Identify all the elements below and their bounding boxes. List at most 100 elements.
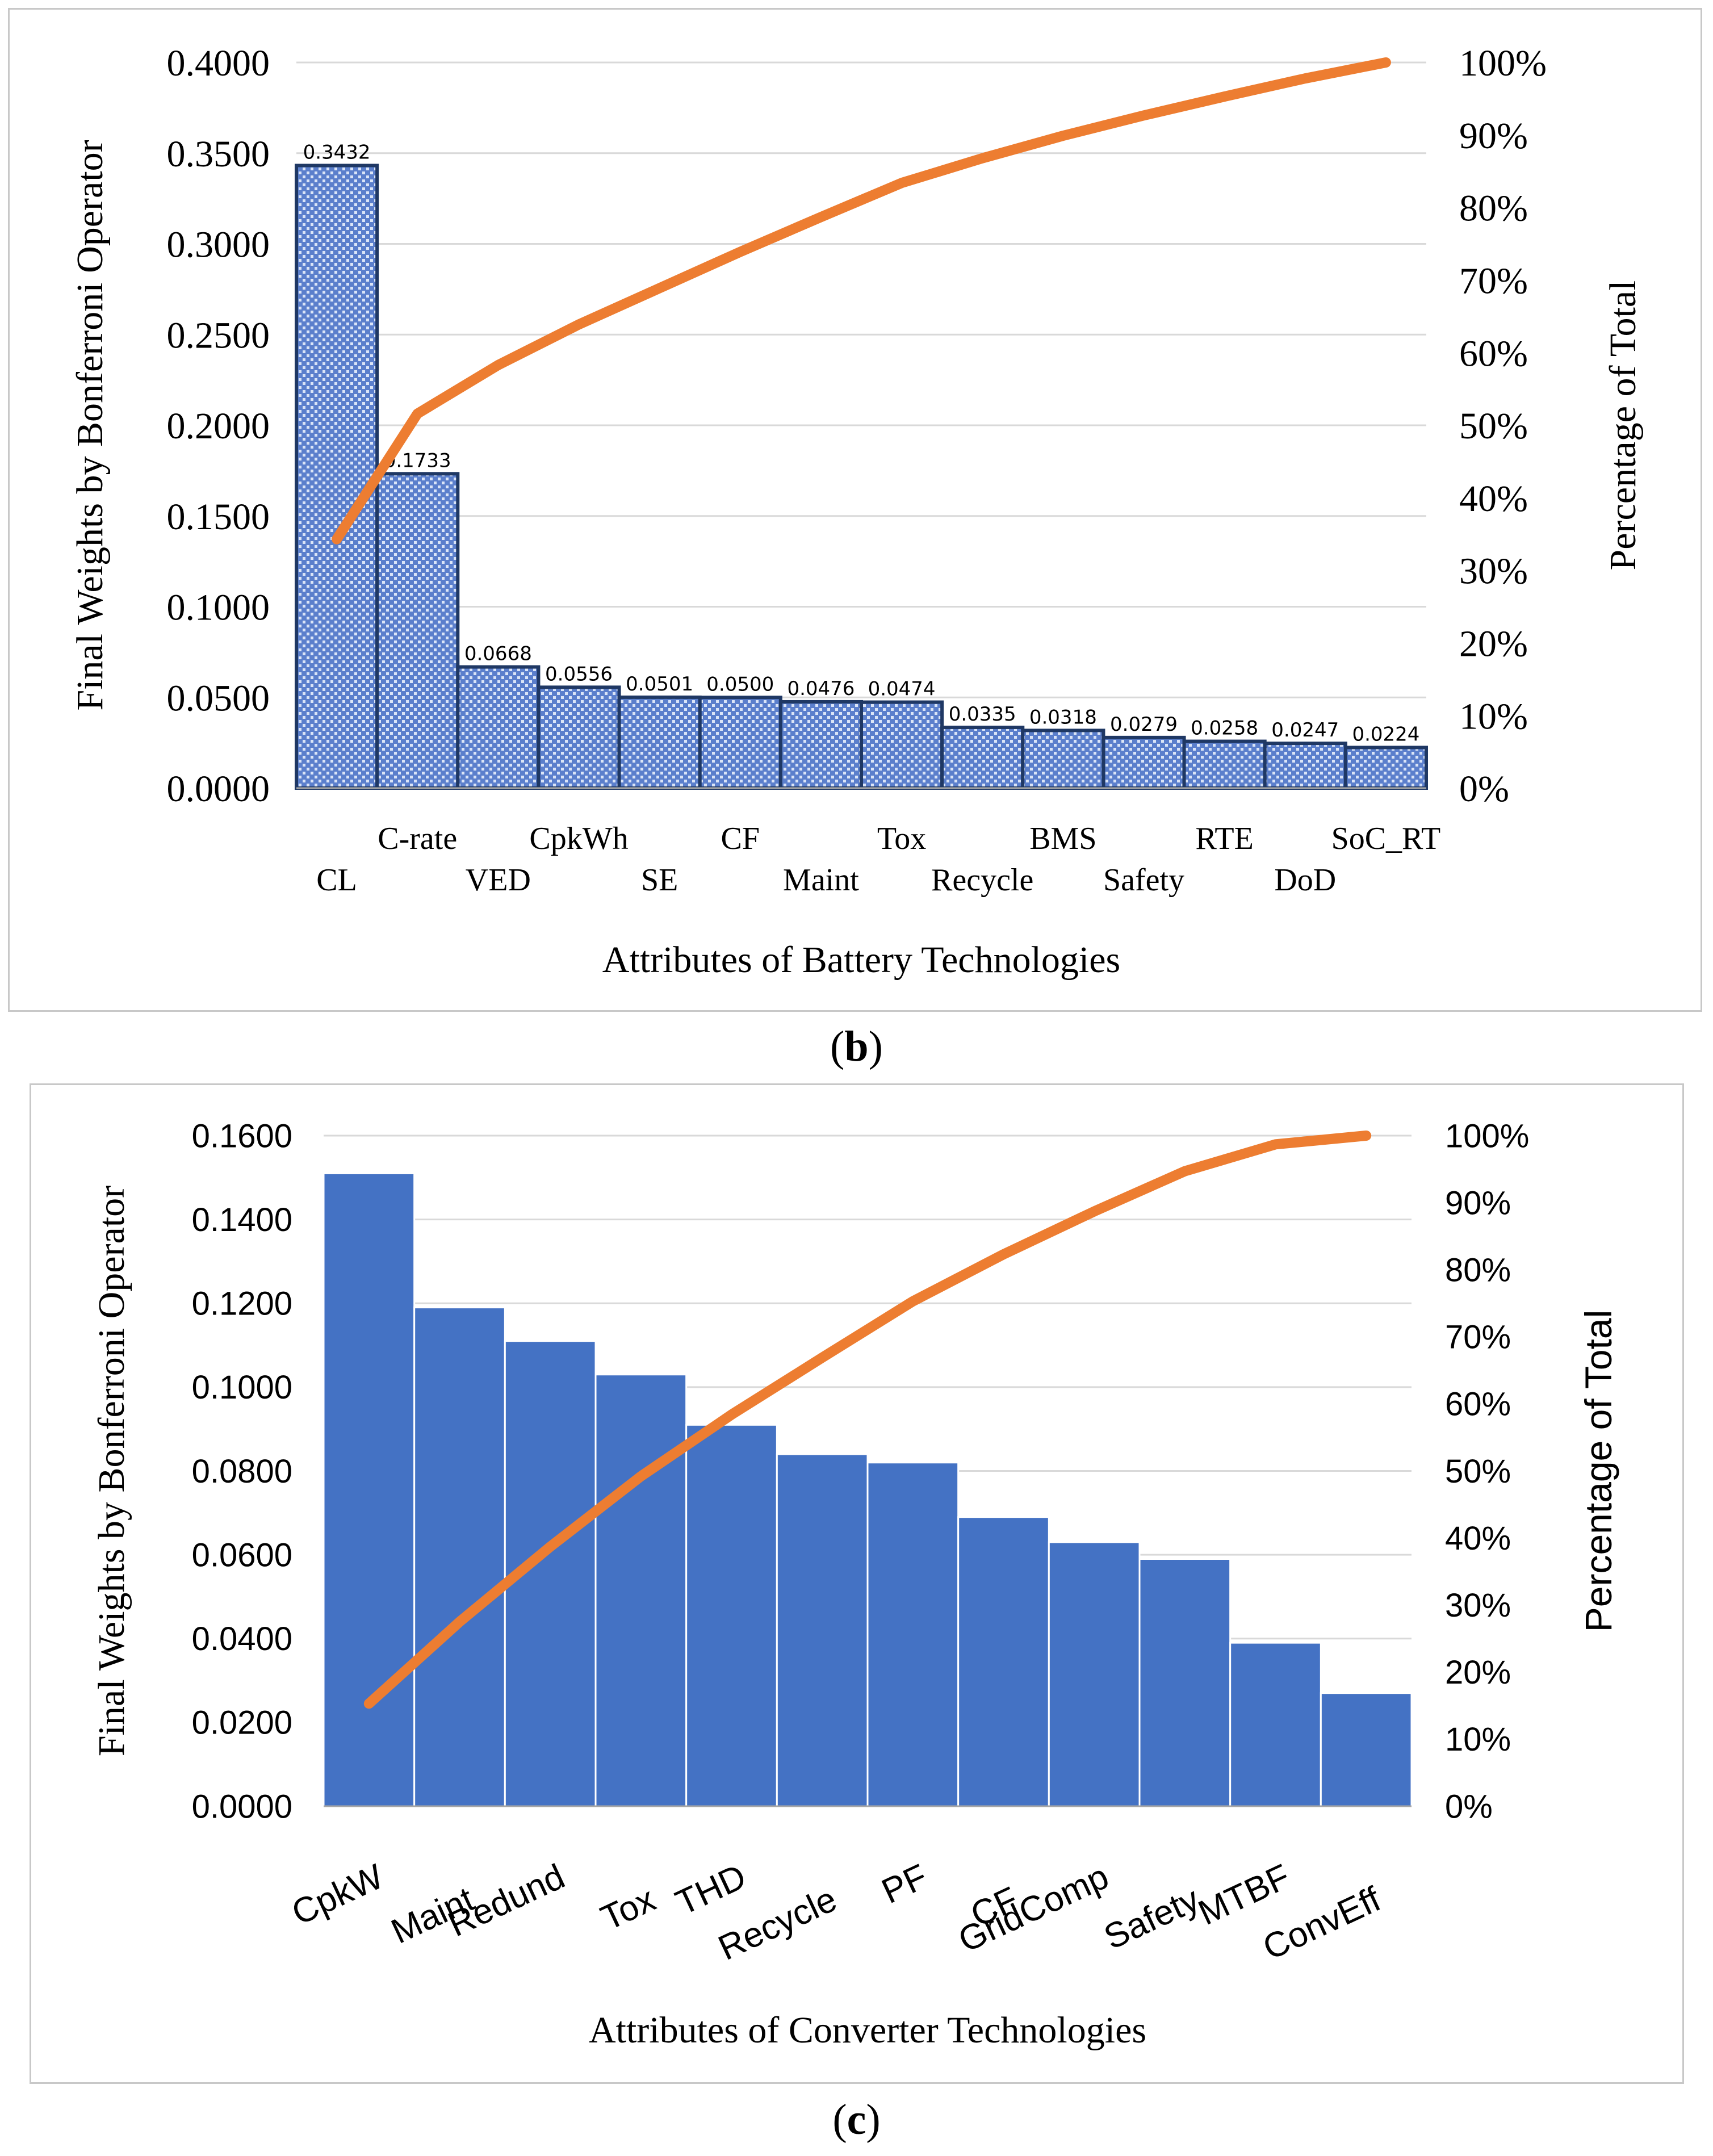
y2-tick-label: 60% (1459, 333, 1528, 374)
x-axis-title: Attributes of Converter Technologies (589, 2010, 1146, 2051)
y-tick-label: 0.0200 (192, 1705, 292, 1741)
y-axis-title: Final Weights by Bonferroni Operator (91, 1186, 132, 1756)
x-tick-label: Maint (783, 863, 859, 898)
caption-b: (b) (830, 1023, 883, 1070)
bar (1263, 742, 1347, 790)
x-tick-label: CL (316, 863, 357, 898)
y-tick-label: 0.1200 (192, 1286, 292, 1322)
y2-tick-label: 50% (1459, 405, 1528, 447)
y-tick-label: 0.1600 (192, 1117, 292, 1154)
y-tick-label: 0.0600 (192, 1537, 292, 1573)
y-tick-label: 0.3000 (167, 224, 270, 266)
y2-tick-label: 10% (1459, 696, 1528, 737)
data-label: 0.0500 (706, 673, 774, 696)
y2-tick-label: 70% (1445, 1319, 1511, 1356)
data-label: 0.0279 (1110, 713, 1178, 736)
y-tick-label: 0.0000 (192, 1788, 292, 1825)
data-label: 0.0501 (626, 673, 693, 696)
y2-tick-label: 0% (1445, 1788, 1493, 1825)
data-label: 0.3432 (303, 141, 371, 164)
y-tick-label: 0.0400 (192, 1621, 292, 1657)
x-axis-title: Attributes of Battery Technologies (602, 939, 1120, 981)
data-label: 0.0668 (464, 643, 532, 665)
y-tick-label: 0.2000 (167, 405, 270, 447)
x-tick-label: CF (721, 821, 760, 856)
x-tick-label: CpkW (286, 1857, 390, 1933)
y2-axis-title: Percentage of Total (1602, 281, 1644, 571)
y2-tick-label: 20% (1445, 1654, 1511, 1691)
bar (323, 1172, 416, 1807)
y-tick-label: 0.0000 (167, 768, 270, 810)
y-tick-label: 0.0800 (192, 1453, 292, 1490)
y2-tick-label: 60% (1445, 1386, 1511, 1423)
y2-tick-label: 90% (1459, 115, 1528, 157)
caption-c: (c) (832, 2096, 881, 2144)
y-tick-label: 0.1500 (167, 496, 270, 538)
bar (957, 1516, 1050, 1807)
bar (413, 1307, 506, 1807)
data-label: 0.0474 (868, 678, 936, 701)
y2-tick-label: 40% (1445, 1520, 1511, 1557)
data-label: 0.0258 (1191, 717, 1258, 740)
x-tick-label: Redund (442, 1857, 571, 1944)
x-tick-label: SoC_RT (1331, 821, 1441, 856)
cumulative-line (332, 57, 1391, 545)
bar (456, 665, 541, 790)
chart-panel-b (8, 8, 1702, 1012)
bar (1138, 1558, 1232, 1807)
x-tick-label: Tox (877, 821, 926, 856)
y2-tick-label: 90% (1445, 1184, 1511, 1221)
x-tick-label: THD (670, 1857, 752, 1923)
x-tick-label: Safety (1098, 1879, 1205, 1957)
x-tick-label: BMS (1029, 821, 1096, 856)
bar (1048, 1541, 1141, 1807)
y-tick-label: 0.3500 (167, 133, 270, 175)
data-label: 0.0556 (545, 663, 613, 685)
y2-tick-label: 100% (1459, 43, 1547, 84)
x-tick-label: C-rate (378, 821, 457, 856)
bar (375, 472, 460, 790)
y-tick-label: 0.1000 (167, 587, 270, 629)
data-label: 0.0224 (1352, 723, 1419, 746)
y-tick-label: 0.2500 (167, 315, 270, 356)
x-tick-label: VED (466, 863, 531, 898)
data-label: 0.0318 (1029, 706, 1097, 729)
data-label: 0.0476 (787, 677, 855, 700)
x-tick-label: Recycle (931, 863, 1033, 898)
y2-tick-label: 20% (1459, 623, 1528, 665)
y2-tick-label: 80% (1459, 188, 1528, 229)
bar (776, 1453, 869, 1807)
y-axis-title: Final Weights by Bonferroni Operator (69, 140, 111, 710)
y2-tick-label: 50% (1445, 1453, 1511, 1490)
y2-tick-label: 70% (1459, 261, 1528, 302)
caption-b-letter: b (844, 1023, 869, 1070)
data-label: 0.0335 (949, 703, 1016, 726)
x-tick-label: PF (876, 1857, 933, 1911)
y2-tick-label: 80% (1445, 1252, 1511, 1289)
y-tick-label: 0.4000 (167, 43, 270, 84)
y-tick-label: 0.0500 (167, 677, 270, 719)
y-tick-label: 0.1400 (192, 1202, 292, 1238)
y2-axis-title: Percentage of Total (1577, 1310, 1619, 1632)
caption-c-letter: c (847, 2096, 866, 2144)
bar (685, 1424, 778, 1807)
y2-tick-label: 10% (1445, 1721, 1511, 1758)
x-tick-label: RTE (1195, 821, 1253, 856)
y2-tick-label: 30% (1445, 1587, 1511, 1624)
bar (866, 1462, 960, 1807)
bar (1320, 1692, 1413, 1807)
bar (594, 1374, 688, 1807)
y2-tick-label: 0% (1459, 768, 1509, 810)
bar (1229, 1642, 1322, 1807)
x-tick-label: DoD (1274, 863, 1336, 898)
y2-tick-label: 40% (1459, 478, 1528, 520)
data-label: 0.0247 (1271, 719, 1339, 742)
x-tick-label: CpkWh (529, 821, 628, 856)
bar (295, 164, 379, 790)
x-tick-label: Tox (595, 1879, 661, 1938)
x-tick-label: SE (641, 863, 678, 898)
bar (698, 696, 782, 790)
y2-tick-label: 30% (1459, 551, 1528, 592)
